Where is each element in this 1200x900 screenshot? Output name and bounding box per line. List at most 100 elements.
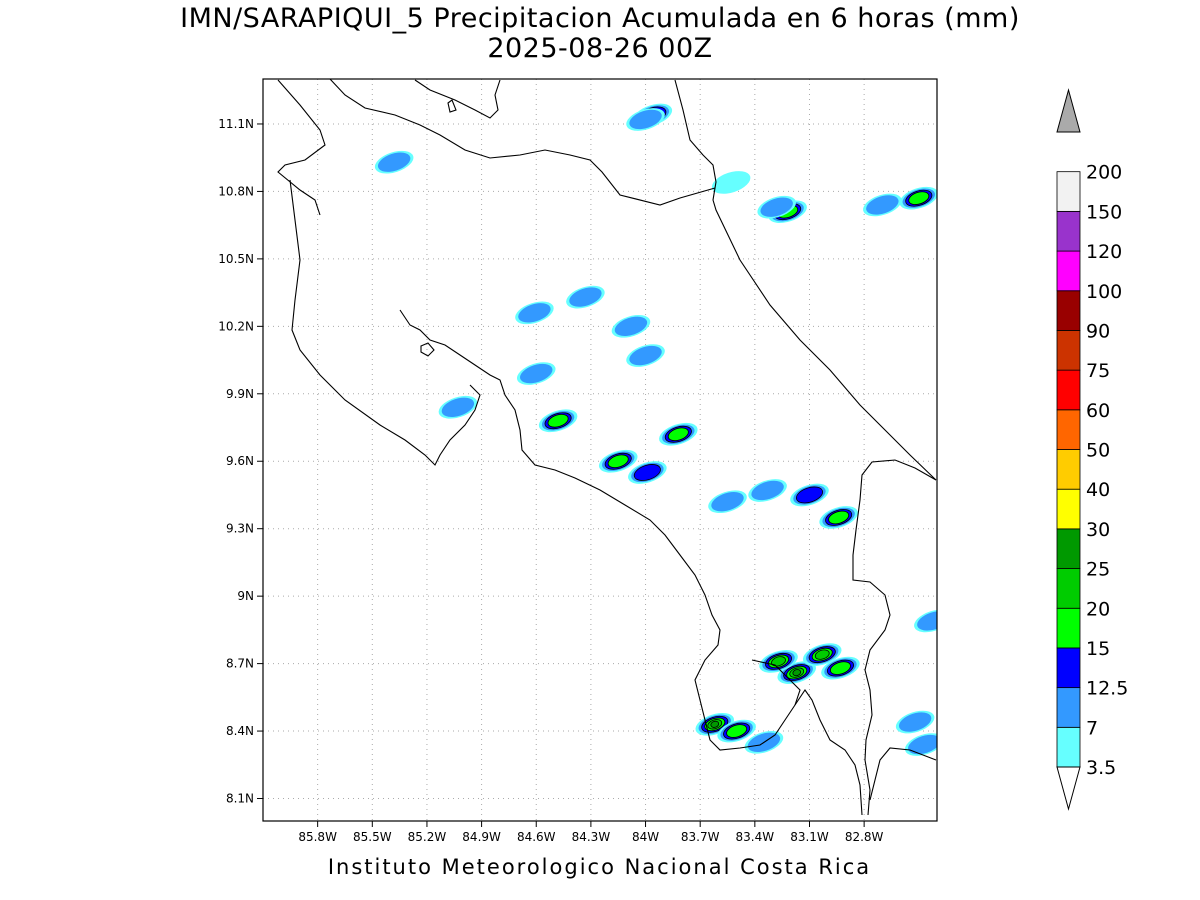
precip-contour bbox=[711, 171, 751, 194]
legend-label: 40 bbox=[1086, 479, 1110, 501]
legend-label: 20 bbox=[1086, 598, 1110, 620]
precip-contour bbox=[828, 510, 850, 525]
x-tick-label: 85.8W bbox=[298, 830, 337, 844]
y-axis: 11.1N 10.8N 10.5N 10.2N 9.9N 9.6N 9.3N 9N 8.7N 8.… bbox=[218, 117, 263, 806]
legend-swatch bbox=[1056, 607, 1081, 649]
precip-contour bbox=[441, 397, 475, 417]
precip-cell bbox=[515, 301, 554, 325]
footer-credit: Instituto Meteorologico Nacional Costa R… bbox=[327, 855, 872, 879]
legend-label: 100 bbox=[1086, 281, 1122, 303]
precip-cell bbox=[516, 362, 556, 385]
precip-cell bbox=[566, 285, 605, 309]
precip-contour bbox=[814, 649, 830, 660]
legend-extend-max bbox=[1056, 88, 1081, 133]
y-tick-label: 11.1N bbox=[218, 117, 254, 131]
legend-label: 12.5 bbox=[1086, 678, 1128, 700]
precip-cell bbox=[628, 461, 667, 484]
precip-contour bbox=[711, 492, 744, 512]
burica-peninsula bbox=[869, 747, 937, 801]
caribbean-coastline bbox=[674, 79, 937, 481]
precip-contour bbox=[792, 669, 802, 677]
gulf-of-papagayo-coast bbox=[414, 79, 501, 119]
panama-border bbox=[852, 459, 937, 816]
precip-cell bbox=[611, 314, 651, 338]
precip-contour bbox=[629, 345, 662, 366]
x-tick-label: 83.7W bbox=[681, 830, 720, 844]
osa-peninsula bbox=[751, 659, 801, 706]
x-tick-label: 85.5W bbox=[353, 830, 392, 844]
legend-label: 7 bbox=[1086, 717, 1098, 739]
legend-swatch bbox=[1056, 290, 1081, 331]
precip-contour bbox=[760, 197, 793, 217]
legend-extend-min bbox=[1056, 766, 1081, 811]
legend-label: 150 bbox=[1086, 201, 1122, 223]
precip-cell bbox=[438, 395, 478, 419]
precip-contour bbox=[547, 413, 569, 428]
y-tick-label: 9.6N bbox=[226, 454, 254, 468]
legend-label: 3.5 bbox=[1086, 757, 1116, 779]
y-tick-label: 10.8N bbox=[218, 184, 254, 198]
precip-cell bbox=[863, 193, 902, 217]
precip-contour bbox=[520, 363, 553, 384]
legend-swatch bbox=[1056, 171, 1081, 212]
x-tick-label: 84.6W bbox=[517, 830, 556, 844]
precip-cell bbox=[895, 710, 935, 734]
precip-contour bbox=[917, 611, 937, 631]
precip-cell bbox=[538, 409, 578, 433]
x-tick-label: 84W bbox=[632, 830, 659, 844]
precip-cell bbox=[374, 150, 414, 174]
legend-swatch bbox=[1056, 250, 1081, 292]
precip-contour bbox=[667, 427, 689, 442]
precip-cell bbox=[717, 719, 756, 743]
precip-contour bbox=[751, 480, 784, 501]
precipitation-field bbox=[374, 103, 937, 756]
x-tick-label: 83.1W bbox=[790, 830, 829, 844]
precip-contour bbox=[830, 661, 851, 675]
precip-contour bbox=[710, 720, 720, 728]
lake-islet bbox=[447, 99, 457, 113]
legend-label: 90 bbox=[1086, 320, 1110, 342]
legend-swatch bbox=[1056, 647, 1081, 689]
precip-contour bbox=[866, 195, 899, 215]
legend-label: 120 bbox=[1086, 241, 1122, 263]
precip-contour bbox=[898, 712, 932, 732]
precip-cell bbox=[626, 108, 665, 131]
nicoya-island bbox=[420, 342, 435, 357]
legend-label: 15 bbox=[1086, 638, 1110, 660]
legend-swatch bbox=[1056, 369, 1081, 411]
precip-cell bbox=[802, 643, 842, 666]
color-legend: 3.5 7 12.5 15 20 25 30 40 50 60 75 90 100 120 150 200 bbox=[1056, 88, 1128, 811]
precip-cell bbox=[626, 344, 665, 367]
precip-cell bbox=[904, 733, 937, 756]
y-tick-label: 8.7N bbox=[226, 657, 254, 671]
y-tick-label: 8.1N bbox=[226, 792, 254, 806]
coastline-borders bbox=[277, 79, 937, 816]
precip-cell bbox=[659, 422, 698, 446]
y-tick-label: 9.3N bbox=[226, 522, 254, 536]
y-tick-label: 8.4N bbox=[226, 724, 254, 738]
precip-cell bbox=[757, 195, 796, 219]
plot-frame bbox=[262, 78, 938, 822]
x-axis: 85.8W 85.5W 85.2W 84.9W 84.6W 84.3W 84W 83.7W 83… bbox=[298, 821, 884, 844]
y-tick-label: 9.9N bbox=[226, 387, 254, 401]
legend-label: 30 bbox=[1086, 519, 1110, 541]
precip-cell bbox=[899, 186, 937, 210]
x-tick-label: 83.4W bbox=[736, 830, 775, 844]
map-subtitle: 2025-08-26 00Z bbox=[487, 33, 713, 64]
precip-contour bbox=[629, 109, 662, 130]
precip-contour bbox=[607, 454, 629, 469]
legend-swatch bbox=[1056, 210, 1081, 252]
legend-label: 25 bbox=[1086, 559, 1110, 581]
precip-cell bbox=[914, 609, 937, 633]
precip-contour bbox=[908, 191, 930, 205]
precip-cell bbox=[821, 656, 860, 680]
nicaragua-coast-north bbox=[277, 79, 326, 216]
precip-cell bbox=[748, 479, 787, 502]
precip-cell bbox=[790, 483, 829, 507]
map-title: IMN/SARAPIQUI_5 Precipitacion Acumulada … bbox=[180, 3, 1020, 34]
legend-swatch bbox=[1056, 568, 1081, 609]
precip-cell bbox=[598, 449, 638, 473]
grid-lines bbox=[263, 79, 937, 821]
precip-contour bbox=[908, 734, 937, 755]
